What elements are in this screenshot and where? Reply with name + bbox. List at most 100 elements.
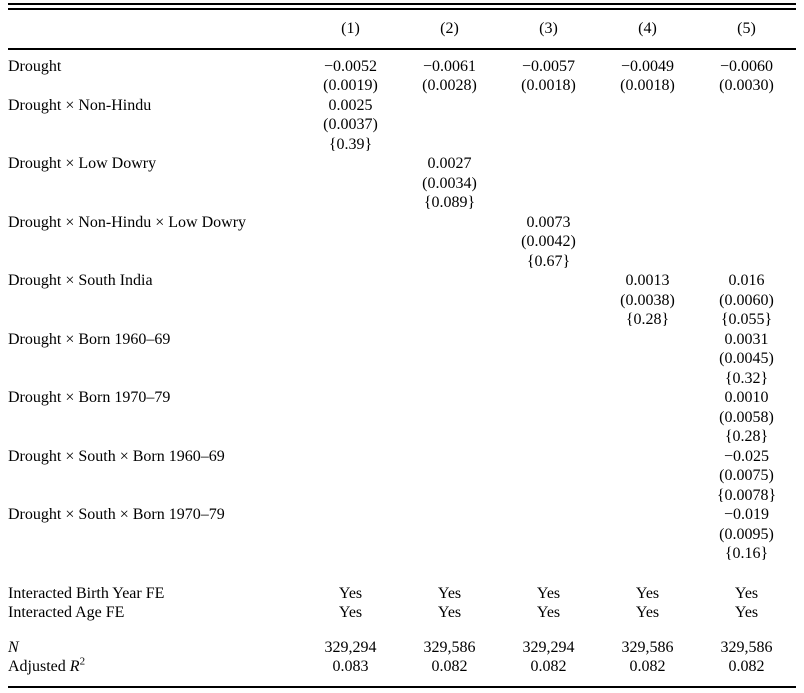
stat-cell: 0.082 (629, 658, 666, 675)
fe-row: Interacted Age FE Yes Yes Yes Yes Yes (8, 603, 796, 623)
std-error: (0.0095) (719, 525, 774, 543)
coefficient-value: 0.0031 (724, 330, 769, 348)
stat-label-text: Adjusted (8, 658, 70, 675)
p-value: {0.16} (724, 545, 769, 562)
p-value: {0.0078} (716, 486, 777, 504)
std-error: (0.0075) (719, 467, 774, 484)
std-error: (0.0045) (719, 350, 774, 367)
table-cell (598, 96, 697, 155)
std-error: (0.0030) (719, 77, 774, 94)
stat-cell: 0.082 (530, 658, 567, 675)
fe-cell: Yes (536, 604, 561, 621)
column-header: (4) (598, 10, 697, 50)
coefficient-row: Drought × South × Born 1960–69 −0.025 (0.0… (8, 447, 796, 506)
row-label: Drought (8, 57, 62, 75)
table-cell: 0.0073 (0.0042) {0.67} (499, 213, 598, 272)
table-cell (301, 505, 400, 564)
row-label: Adjusted R2 (8, 655, 301, 677)
stat-label-symbol: N (8, 638, 19, 656)
stat-label-superscript: 2 (79, 655, 86, 668)
regression-table: (1) (2) (3) (4) (5) Drought −0.0052 (0.0019) −0… (8, 10, 796, 677)
table-cell: −0.0060 (0.0030) (697, 49, 796, 96)
p-value: {0.67} (526, 252, 571, 270)
stat-cell: 329,294 (522, 638, 575, 656)
stat-cell: 329,294 (324, 638, 377, 656)
column-header: (3) (499, 10, 598, 50)
stat-cell: 329,586 (423, 638, 476, 656)
coefficient-value: −0.0061 (422, 57, 477, 75)
table-cell (598, 505, 697, 564)
coefficient-value: −0.0057 (521, 57, 576, 75)
table-cell (400, 96, 499, 155)
fe-cell: Yes (437, 604, 462, 621)
coefficient-value: 0.0073 (526, 213, 571, 231)
table-header: (1) (2) (3) (4) (5) (8, 10, 796, 50)
table-cell: −0.019 (0.0095) {0.16} (697, 505, 796, 564)
row-label: Interacted Age FE (8, 604, 125, 621)
table-cell: −0.0061 (0.0028) (400, 49, 499, 96)
coefficient-row: Drought × Low Dowry 0.0027 (0.0034) {0.089} (8, 154, 796, 213)
table-cell (598, 154, 697, 213)
header-empty-cell (8, 10, 301, 50)
coefficient-row: Drought × South India 0.0013 (0.0038) {0.28… (8, 271, 796, 330)
table-cell (598, 447, 697, 506)
std-error: (0.0018) (620, 77, 675, 94)
table-cell (499, 330, 598, 389)
coefficient-row: Drought × Non-Hindu × Low Dowry 0.0073 (0.… (8, 213, 796, 272)
stat-cell: 0.082 (431, 658, 468, 675)
table-cell (697, 96, 796, 155)
table-bottom-rule (8, 685, 796, 688)
coefficient-value: 0.0027 (427, 155, 472, 172)
row-label: Drought × South India (8, 272, 153, 289)
row-label: Drought × Low Dowry (8, 155, 157, 172)
std-error: (0.0058) (719, 408, 774, 426)
row-label: Interacted Birth Year FE (8, 584, 165, 602)
p-value: {0.28} (625, 311, 670, 328)
stat-cell: 329,586 (621, 638, 674, 656)
p-value: {0.32} (724, 369, 769, 387)
coefficient-value: 0.0013 (625, 272, 670, 289)
std-error: (0.0060) (719, 291, 774, 309)
fe-cell: Yes (734, 604, 759, 621)
stat-cell: 0.082 (728, 658, 765, 675)
table-cell (499, 154, 598, 213)
row-label: Drought × Born 1970–79 (8, 389, 171, 406)
fixed-effects-rows: Interacted Birth Year FE Yes Yes Yes Yes Yes I… (8, 564, 796, 623)
coefficient-value: 0.0025 (328, 96, 373, 114)
coefficient-value: 0.0010 (724, 389, 769, 406)
table-cell (697, 213, 796, 272)
table-cell: −0.0052 (0.0019) (301, 49, 400, 96)
row-label: Drought × South × Born 1970–79 (8, 506, 225, 523)
table-top-double-rule (8, 3, 796, 10)
p-value: {0.39} (328, 135, 373, 153)
stat-label-symbol: R (69, 658, 80, 675)
table-cell (400, 213, 499, 272)
table-cell: 0.0013 (0.0038) {0.28} (598, 271, 697, 330)
coefficient-row: Drought −0.0052 (0.0019) −0.0061 (0.0028) −0.… (8, 49, 796, 96)
table-cell (400, 447, 499, 506)
coefficient-value: −0.0049 (620, 57, 675, 75)
fe-cell: Yes (635, 604, 660, 621)
table-cell (598, 388, 697, 447)
std-error: (0.0018) (521, 77, 576, 94)
table-cell (301, 388, 400, 447)
column-header: (2) (400, 10, 499, 50)
row-label: Drought × Born 1960–69 (8, 330, 171, 348)
row-label: Drought × South × Born 1960–69 (8, 447, 225, 465)
table-cell (499, 388, 598, 447)
stat-cell: 0.083 (332, 658, 369, 675)
table-header-row: (1) (2) (3) (4) (5) (8, 10, 796, 50)
coefficient-value: −0.025 (723, 447, 770, 465)
table-cell (598, 213, 697, 272)
row-label: Drought × Non-Hindu × Low Dowry (8, 213, 247, 231)
fe-cell: Yes (338, 584, 363, 602)
table-cell: 0.016 (0.0060) {0.055} (697, 271, 796, 330)
std-error: (0.0038) (620, 291, 675, 309)
table-cell (499, 96, 598, 155)
column-header: (1) (301, 10, 400, 50)
stat-row: N 329,294 329,586 329,294 329,586 329,586 (8, 623, 796, 658)
row-label: N (8, 623, 301, 658)
table-cell (301, 271, 400, 330)
coefficient-value: 0.016 (728, 272, 765, 289)
